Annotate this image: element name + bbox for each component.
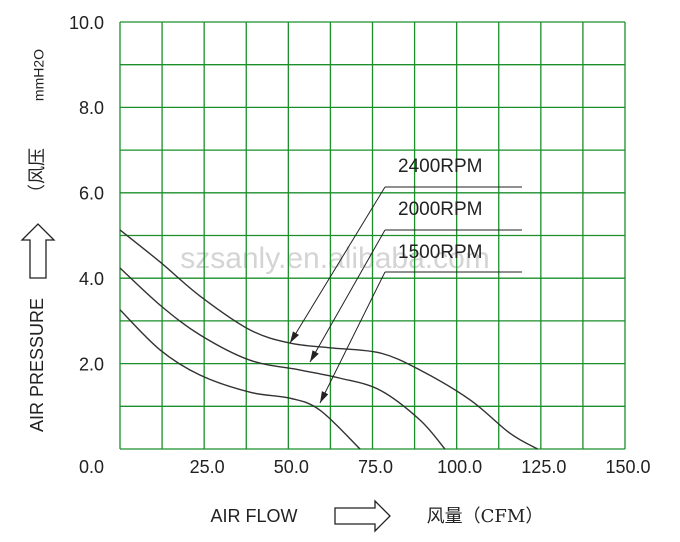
- x-tick-label: 75.0: [358, 457, 393, 477]
- y-tick-label: 0.0: [79, 457, 104, 477]
- series-label: 2400RPM: [398, 156, 483, 177]
- y-tick-label: 10.0: [69, 13, 104, 33]
- leader-arrow: [290, 331, 299, 343]
- y-tick-label: 2.0: [79, 354, 104, 374]
- x-tick-label: 25.0: [190, 457, 225, 477]
- x-tick-label: 150.0: [605, 457, 650, 477]
- leader-line: [289, 186, 386, 344]
- leader-arrow: [310, 350, 319, 362]
- series-label: 2000RPM: [398, 199, 483, 220]
- x-arrow: [334, 499, 391, 533]
- series-line: [119, 309, 361, 450]
- y-axis-label: AIR PRESSURE: [27, 298, 47, 432]
- series-line: [119, 267, 446, 450]
- series-label: 1500RPM: [398, 242, 483, 263]
- leader-arrow: [320, 391, 329, 403]
- series-line: [119, 229, 538, 450]
- x-axis-label-cn: 风量（CFM）: [427, 506, 544, 527]
- leader-line: [319, 271, 386, 404]
- y-unit: mmH2O: [31, 49, 47, 101]
- x-tick-label: 100.0: [437, 457, 482, 477]
- y-arrow: [20, 223, 56, 279]
- x-tick-label: 125.0: [521, 457, 566, 477]
- x-axis-label: AIR FLOW: [210, 506, 297, 526]
- x-tick-label: 50.0: [274, 457, 309, 477]
- y-tick-label: 8.0: [79, 98, 104, 118]
- y-axis-label-cn: （风压: [27, 148, 48, 202]
- leader-line: [309, 229, 386, 363]
- y-tick-label: 4.0: [79, 269, 104, 289]
- y-tick-label: 6.0: [79, 184, 104, 204]
